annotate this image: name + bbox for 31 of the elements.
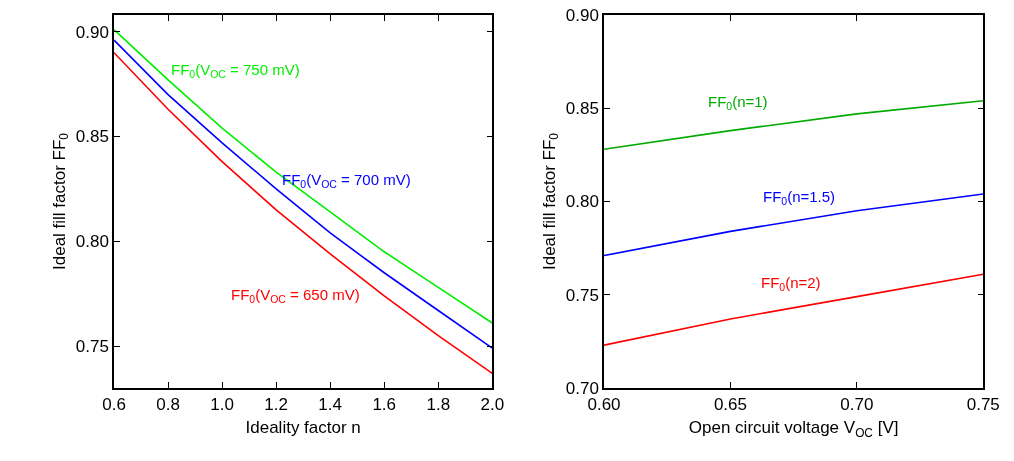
y-tick-label: 0.85	[75, 127, 109, 147]
x-tick-label: 2.0	[480, 395, 505, 415]
series-label: FF$_{0}$(n=1.5)	[763, 188, 836, 208]
x-axis-title: Ideality factor n	[245, 418, 361, 438]
y-tick-label: 0.80	[75, 232, 109, 252]
y-tick-label: 0.70	[565, 378, 599, 398]
y-tick-label: 0.80	[565, 192, 599, 212]
line-series	[604, 273, 984, 346]
y-tick-label: 0.85	[565, 99, 599, 119]
x-tick-label: 1.0	[210, 395, 234, 415]
series-label: FF$_{0}$(V$_{OC}$ = 650 mV)	[231, 286, 360, 306]
x-tick-label: 1.6	[372, 395, 397, 415]
x-axis-title: Open circuit voltage V$_{OC}$ [V]	[688, 418, 899, 440]
series-label: FF$_{0}$(n=1)	[708, 93, 768, 113]
x-tick-label: 0.70	[840, 395, 874, 415]
x-tick-label: 0.75	[966, 395, 1000, 415]
x-tick-label: 0.8	[156, 395, 180, 415]
x-tick-label: 0.65	[713, 395, 747, 415]
series-label: FF$_{0}$(V$_{OC}$ = 700 mV)	[282, 171, 411, 191]
line-series	[604, 193, 984, 257]
x-tick-label: 1.2	[264, 395, 288, 415]
y-tick-label: 0.75	[565, 285, 599, 305]
x-tick-label: 1.4	[318, 395, 342, 415]
series-label: FF$_{0}$(n=2)	[761, 274, 821, 294]
y-tick-label: 0.90	[565, 5, 599, 25]
series-label: FF$_{0}$(V$_{OC}$ = 750 mV)	[171, 61, 300, 81]
y-tick-label: 0.75	[75, 337, 109, 357]
x-tick-label: 1.8	[426, 395, 451, 415]
x-tick-label: 0.6	[102, 395, 126, 415]
y-tick-label: 0.90	[75, 22, 109, 42]
x-tick-label: 0.60	[587, 395, 621, 415]
